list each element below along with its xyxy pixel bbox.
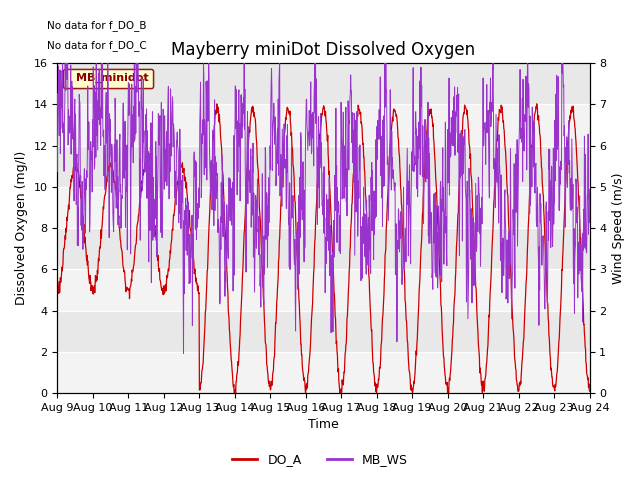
Y-axis label: Dissolved Oxygen (mg/l): Dissolved Oxygen (mg/l) bbox=[15, 151, 28, 305]
Text: No data for f_DO_B: No data for f_DO_B bbox=[47, 20, 147, 31]
Bar bbox=[58, 63, 589, 104]
Bar bbox=[58, 228, 589, 269]
Bar bbox=[58, 311, 589, 352]
Bar bbox=[58, 269, 589, 311]
Bar bbox=[58, 352, 589, 393]
Legend: MB_minidot: MB_minidot bbox=[63, 69, 154, 88]
Bar bbox=[58, 145, 589, 187]
Bar bbox=[58, 269, 589, 311]
X-axis label: Time: Time bbox=[308, 419, 339, 432]
Title: Mayberry miniDot Dissolved Oxygen: Mayberry miniDot Dissolved Oxygen bbox=[172, 41, 476, 59]
Legend: DO_A, MB_WS: DO_A, MB_WS bbox=[227, 448, 413, 471]
Y-axis label: Wind Speed (m/s): Wind Speed (m/s) bbox=[612, 172, 625, 284]
Bar bbox=[58, 187, 589, 228]
Bar bbox=[58, 187, 589, 228]
Bar bbox=[58, 104, 589, 145]
Bar bbox=[58, 352, 589, 393]
Bar bbox=[58, 104, 589, 145]
Text: No data for f_DO_C: No data for f_DO_C bbox=[47, 40, 147, 51]
